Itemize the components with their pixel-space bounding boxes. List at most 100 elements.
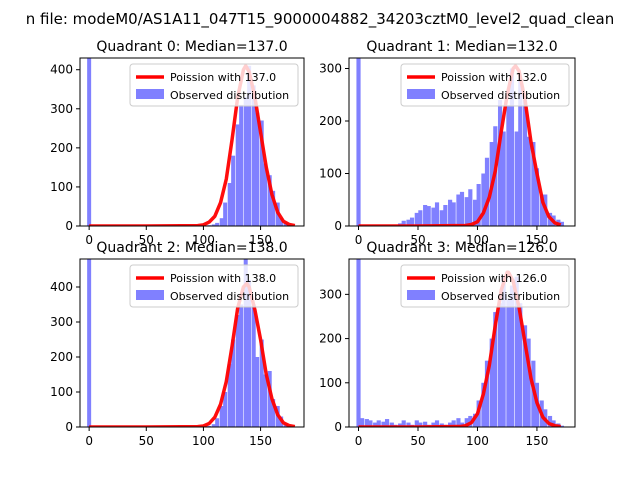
plot-area	[87, 259, 296, 427]
axes-frame	[79, 258, 305, 428]
y-tick-label: 300	[50, 102, 73, 116]
x-tick-label: 50	[139, 233, 154, 247]
legend-box	[400, 264, 570, 308]
histogram-bar	[501, 131, 506, 226]
histogram-bar	[87, 259, 92, 427]
histogram-bar	[356, 58, 361, 226]
histogram-bar	[243, 259, 248, 427]
x-tick-label: 0	[355, 434, 363, 448]
histogram-bar	[231, 339, 236, 427]
y-tick-label: 0	[334, 420, 342, 434]
histogram-bar	[531, 142, 536, 226]
y-tick-label: 100	[50, 180, 73, 194]
x-tick-label: 50	[410, 434, 425, 448]
histogram-bar	[459, 191, 465, 226]
histogram-bar	[406, 422, 411, 427]
histogram-bar	[401, 420, 406, 427]
y-tick-label: 200	[50, 350, 73, 364]
histogram-bar	[423, 421, 428, 427]
histogram-bar	[539, 194, 544, 226]
histogram-bar	[443, 205, 448, 226]
y-tick-label: 400	[50, 63, 73, 77]
subplot-2: 0 50 100 150 0 100 200 300 400 Quadrant 2: Median…	[50, 240, 305, 448]
x-tick-label: 150	[525, 434, 548, 448]
histogram-bar	[267, 175, 272, 226]
subplot-title: Quadrant 1: Median=132.0	[366, 39, 557, 55]
histogram-bar	[534, 168, 540, 226]
y-tick-label: 300	[319, 62, 342, 76]
x-tick-label: 50	[410, 233, 425, 247]
histogram-bar	[426, 206, 431, 226]
histogram-bar	[484, 157, 490, 226]
histogram-bar	[414, 212, 419, 226]
legend-label: Poission with 138.0	[170, 272, 276, 285]
x-tick-label: 0	[85, 233, 93, 247]
histogram-bar	[389, 422, 394, 427]
x-tick-label: 100	[466, 434, 489, 448]
histogram-bar	[423, 205, 428, 226]
histogram-bar	[398, 423, 403, 427]
x-tick-label: 150	[249, 434, 272, 448]
histogram-bar	[559, 221, 564, 226]
histogram-bar	[279, 218, 284, 226]
histogram-bar	[493, 312, 498, 427]
histogram-bar	[223, 392, 228, 427]
x-tick-label: 150	[525, 233, 548, 247]
y-tick-label: 200	[50, 141, 73, 155]
histogram-bar	[448, 422, 453, 427]
histogram-bar	[481, 382, 486, 427]
histogram-bar	[211, 424, 216, 427]
histogram-bar	[239, 304, 244, 427]
histogram-bar	[247, 65, 252, 226]
histogram-bar	[464, 418, 469, 427]
x-tick-label: 150	[249, 233, 272, 247]
histogram-bar	[207, 425, 212, 427]
histogram-bar	[235, 124, 240, 226]
histogram-bar	[484, 360, 490, 427]
legend-box	[129, 63, 299, 107]
histogram-bar	[456, 194, 461, 226]
histogram-bar	[526, 136, 531, 226]
axes-frame	[348, 258, 576, 428]
x-tick-label: 100	[192, 434, 215, 448]
legend: Poission with 126.0 Observed distribution	[400, 264, 570, 308]
y-tick-label: 100	[319, 376, 342, 390]
histogram-bar	[522, 100, 528, 226]
histogram-bar	[526, 338, 531, 427]
histogram-bar	[497, 303, 503, 427]
histogram-bar	[263, 163, 268, 226]
legend: Poission with 138.0 Observed distribution	[129, 264, 299, 308]
histogram-bar	[468, 189, 473, 226]
axes-frame	[348, 57, 576, 227]
histogram-bar	[227, 183, 232, 226]
legend-label: Poission with 132.0	[441, 71, 547, 84]
histogram-bar	[251, 85, 256, 226]
legend: Poission with 137.0 Observed distribution	[129, 63, 299, 107]
y-tick-label: 0	[65, 219, 73, 233]
histogram-bar	[267, 371, 272, 427]
histogram-bar	[514, 131, 519, 226]
histogram-bar	[368, 420, 373, 427]
histogram-bar	[418, 210, 423, 226]
histogram-bar	[464, 197, 469, 226]
histogram-bar	[451, 420, 456, 427]
histogram-bar	[271, 399, 276, 427]
histogram-bar	[506, 298, 511, 427]
histogram-bar	[448, 199, 453, 226]
subplot-title: Quadrant 2: Median=138.0	[96, 240, 287, 256]
histogram-bar	[259, 120, 264, 226]
legend-label: Poission with 137.0	[170, 71, 276, 84]
histogram-bar	[231, 155, 236, 226]
y-tick-label: 0	[65, 420, 73, 434]
histogram-bar	[522, 325, 528, 427]
subplot-title: Quadrant 3: Median=126.0	[366, 240, 557, 256]
histogram-bar	[247, 280, 252, 427]
y-tick-label: 300	[319, 287, 342, 301]
subplot-3: 0 50 100 150 0 100 200 300 Quadrant 3: Median=12…	[319, 240, 576, 448]
histogram-bar	[559, 425, 564, 427]
subplot-0: 0 50 100 150 0 100 200 300 400 Quadrant 0: Median…	[50, 39, 305, 247]
histogram-bar	[547, 415, 553, 427]
figure-suptitle: n file: modeM0/AS1A11_047T15_9000004882_…	[26, 10, 615, 29]
histogram-bar	[215, 222, 220, 226]
